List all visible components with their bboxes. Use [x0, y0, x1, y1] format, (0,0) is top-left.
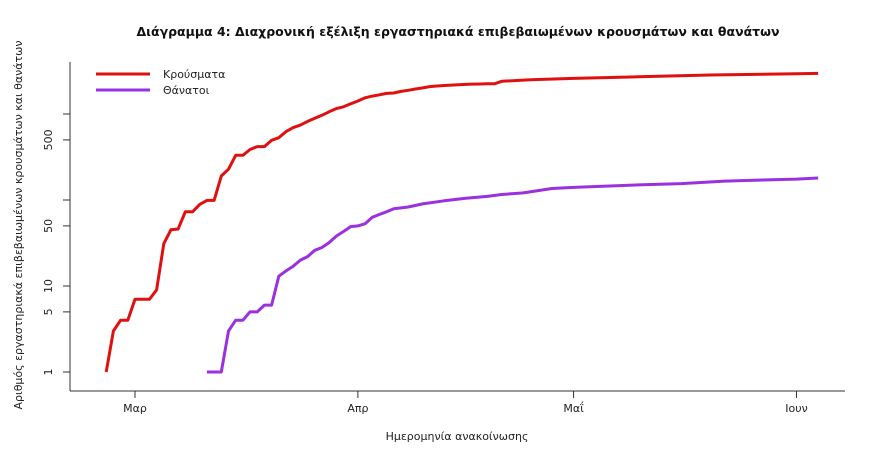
- y-tick-label: 50: [42, 219, 55, 233]
- x-axis-label: Ημερομηνία ανακοίνωσης: [386, 430, 529, 443]
- x-tick-label: Ιουν: [785, 402, 807, 415]
- y-tick-label: 500: [42, 129, 55, 150]
- legend: Κρούσματα Θάνατοι: [96, 68, 225, 97]
- y-tick-label: 1: [42, 369, 55, 376]
- y-tick-label: 10: [42, 279, 55, 293]
- legend-label: Κρούσματα: [163, 68, 225, 81]
- x-tick-label: Μαρ: [123, 402, 147, 415]
- y-tick-label: 5: [42, 308, 55, 315]
- series-line-deaths: [206, 176, 819, 374]
- x-tick-label: Απρ: [347, 402, 368, 415]
- chart-title: Διάγραμμα 4: Διαχρονική εξέλιξη εργαστηρ…: [136, 24, 779, 39]
- legend-label: Θάνατοι: [163, 84, 210, 97]
- y-axis-label: Αριθμός εργαστηριακά επιβεβαιωμένων κρου…: [12, 40, 25, 409]
- x-tick-label: Μαΐ: [563, 401, 584, 415]
- series-line-cases: [104, 71, 819, 373]
